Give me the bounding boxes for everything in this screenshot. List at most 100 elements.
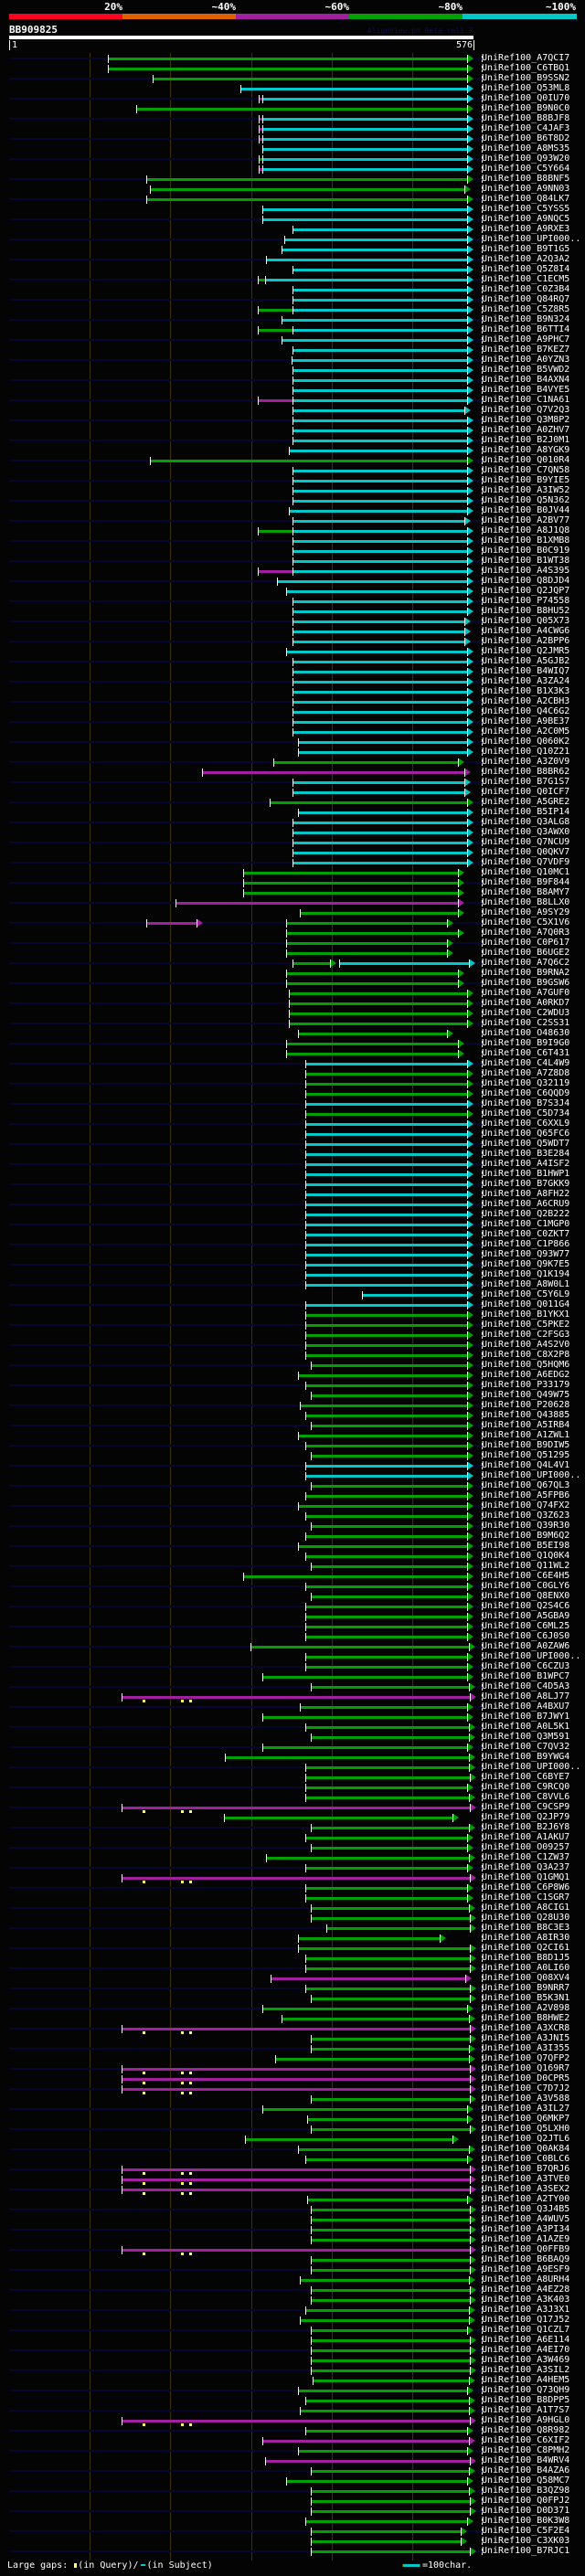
subject-label[interactable]: UniRef100_O09257 xyxy=(482,1842,570,1852)
subject-label[interactable]: UniRef100_Q84RQ7 xyxy=(482,294,570,304)
subject-label[interactable]: UniRef100_C6TBQ1 xyxy=(482,63,570,73)
subject-label[interactable]: UniRef100_B0JV44 xyxy=(482,505,570,515)
subject-label[interactable]: UniRef100_B1WPC7 xyxy=(482,1671,570,1681)
subject-label[interactable]: UniRef100_C6CZU3 xyxy=(482,1661,570,1671)
subject-label[interactable]: UniRef100_A8URH4 xyxy=(482,2274,570,2284)
subject-label[interactable]: UniRef100_C8VVL6 xyxy=(482,1792,570,1802)
subject-label[interactable]: UniRef100_D0CPR5 xyxy=(482,2073,570,2083)
subject-label[interactable]: UniRef100_A2Q3A2 xyxy=(482,254,570,264)
subject-label[interactable]: UniRef100_UPI000.. xyxy=(482,1651,581,1661)
subject-label[interactable]: UniRef100_Q1CZL7 xyxy=(482,2325,570,2335)
subject-label[interactable]: UniRef100_O48630 xyxy=(482,1028,570,1038)
subject-label[interactable]: UniRef100_A0L5K1 xyxy=(482,1722,570,1732)
subject-label[interactable]: UniRef100_Q0AK84 xyxy=(482,2144,570,2154)
subject-label[interactable]: UniRef100_A9ESF9 xyxy=(482,2264,570,2274)
subject-label[interactable]: UniRef100_UPI000.. xyxy=(482,1762,581,1772)
subject-label[interactable]: UniRef100_Q7VDF9 xyxy=(482,857,570,867)
subject-label[interactable]: UniRef100_A4EI70 xyxy=(482,2345,570,2355)
subject-label[interactable]: UniRef100_C5Z8R5 xyxy=(482,304,570,314)
subject-label[interactable]: UniRef100_B1XMB8 xyxy=(482,535,570,546)
subject-label[interactable]: UniRef100_B6BAQ9 xyxy=(482,2254,570,2264)
subject-label[interactable]: UniRef100_A9PHC7 xyxy=(482,334,570,345)
subject-label[interactable]: UniRef100_B7KEZ7 xyxy=(482,345,570,355)
subject-label[interactable]: UniRef100_B4WRV4 xyxy=(482,2455,570,2465)
subject-label[interactable]: UniRef100_B9RNA2 xyxy=(482,968,570,978)
subject-label[interactable]: UniRef100_B4WIQ7 xyxy=(482,666,570,676)
subject-label[interactable]: UniRef100_C8PMH2 xyxy=(482,2445,570,2455)
subject-label[interactable]: UniRef100_A3W469 xyxy=(482,2355,570,2365)
subject-label[interactable]: UniRef100_C6QQD9 xyxy=(482,1088,570,1098)
subject-label[interactable]: UniRef100_C5X1V6 xyxy=(482,917,570,928)
subject-label[interactable]: UniRef100_B7JWY1 xyxy=(482,1712,570,1722)
subject-label[interactable]: UniRef100_C5Y6L9 xyxy=(482,1289,570,1299)
subject-label[interactable]: UniRef100_A9SY29 xyxy=(482,907,570,917)
subject-label[interactable]: UniRef100_C6P8W6 xyxy=(482,1882,570,1892)
subject-label[interactable]: UniRef100_Q2JTL6 xyxy=(482,2134,570,2144)
subject-label[interactable]: UniRef100_A6E114 xyxy=(482,2335,570,2345)
subject-label[interactable]: UniRef100_C5Y664 xyxy=(482,164,570,174)
subject-label[interactable]: UniRef100_Q10MC1 xyxy=(482,867,570,877)
subject-label[interactable]: UniRef100_B8AMY7 xyxy=(482,887,570,897)
subject-label[interactable]: UniRef100_A2TY00 xyxy=(482,2194,570,2204)
subject-label[interactable]: UniRef100_B5IP14 xyxy=(482,807,570,817)
subject-label[interactable]: UniRef100_B8C3E3 xyxy=(482,1923,570,1933)
subject-label[interactable]: UniRef100_A4HEM5 xyxy=(482,2375,570,2385)
subject-label[interactable]: UniRef100_A3J3X1 xyxy=(482,2305,570,2315)
subject-label[interactable]: UniRef100_A0LI60 xyxy=(482,1963,570,1973)
subject-label[interactable]: UniRef100_A4ISF2 xyxy=(482,1159,570,1169)
subject-label[interactable]: UniRef100_B9M6Q2 xyxy=(482,1531,570,1541)
subject-label[interactable]: UniRef100_Q4L4V1 xyxy=(482,1460,570,1470)
subject-label[interactable]: UniRef100_B7S3J4 xyxy=(482,1098,570,1108)
subject-label[interactable]: UniRef100_A0ZAW6 xyxy=(482,1641,570,1651)
subject-label[interactable]: UniRef100_C6E4H5 xyxy=(482,1571,570,1581)
subject-label[interactable]: UniRef100_B8HWE2 xyxy=(482,2013,570,2023)
subject-label[interactable]: UniRef100_Q0IU70 xyxy=(482,93,570,103)
subject-label[interactable]: UniRef100_Q8ENX0 xyxy=(482,1591,570,1601)
subject-label[interactable]: UniRef100_A1AZE9 xyxy=(482,2234,570,2244)
subject-label[interactable]: UniRef100_A0RKD7 xyxy=(482,998,570,1008)
subject-label[interactable]: UniRef100_C2FSG3 xyxy=(482,1330,570,1340)
subject-label[interactable]: UniRef100_B6T8D2 xyxy=(482,133,570,143)
subject-label[interactable]: UniRef100_Q10Z21 xyxy=(482,747,570,757)
subject-label[interactable]: UniRef100_C7D7J2 xyxy=(482,2083,570,2094)
subject-label[interactable]: UniRef100_C1ZW37 xyxy=(482,1852,570,1862)
subject-label[interactable]: UniRef100_A8LJ77 xyxy=(482,1691,570,1701)
subject-label[interactable]: UniRef100_A3Z0V9 xyxy=(482,757,570,767)
subject-label[interactable]: UniRef100_A3ZA24 xyxy=(482,676,570,686)
subject-label[interactable]: UniRef100_C2SS31 xyxy=(482,1018,570,1028)
subject-label[interactable]: UniRef100_B9N0C0 xyxy=(482,103,570,113)
subject-label[interactable]: UniRef100_Q2JMR5 xyxy=(482,646,570,656)
subject-label[interactable]: UniRef100_Q3ALG8 xyxy=(482,817,570,827)
subject-label[interactable]: UniRef100_B9T1G5 xyxy=(482,244,570,254)
subject-label[interactable]: UniRef100_A3SEX2 xyxy=(482,2184,570,2194)
subject-label[interactable]: UniRef100_Q65FC6 xyxy=(482,1129,570,1139)
subject-label[interactable]: UniRef100_A1AKU7 xyxy=(482,1832,570,1842)
subject-label[interactable]: UniRef100_A5GRE2 xyxy=(482,797,570,807)
subject-label[interactable]: UniRef100_C2WDU3 xyxy=(482,1008,570,1018)
subject-label[interactable]: UniRef100_Q43885 xyxy=(482,1410,570,1420)
subject-label[interactable]: UniRef100_A4WUV5 xyxy=(482,2214,570,2224)
subject-label[interactable]: UniRef100_C0GLY6 xyxy=(482,1581,570,1591)
subject-label[interactable]: UniRef100_Q17J52 xyxy=(482,2315,570,2325)
subject-label[interactable]: UniRef100_A8J1Q8 xyxy=(482,525,570,535)
subject-label[interactable]: UniRef100_Q53ML8 xyxy=(482,83,570,93)
subject-label[interactable]: UniRef100_A4CWG6 xyxy=(482,626,570,636)
subject-label[interactable]: UniRef100_Q84LK7 xyxy=(482,194,570,204)
subject-label[interactable]: UniRef100_B7GKK9 xyxy=(482,1179,570,1189)
subject-label[interactable]: UniRef100_Q169R7 xyxy=(482,2063,570,2073)
subject-label[interactable]: UniRef100_Q58MC7 xyxy=(482,2475,570,2486)
subject-label[interactable]: UniRef100_A1T7S7 xyxy=(482,2405,570,2415)
subject-label[interactable]: UniRef100_A3IL27 xyxy=(482,2104,570,2114)
subject-label[interactable]: UniRef100_C0ZKT7 xyxy=(482,1229,570,1239)
subject-label[interactable]: UniRef100_Q2JP79 xyxy=(482,1812,570,1822)
subject-label[interactable]: UniRef100_B0K3W8 xyxy=(482,2516,570,2526)
subject-label[interactable]: UniRef100_C1MGP0 xyxy=(482,1219,570,1229)
subject-label[interactable]: UniRef100_C5D734 xyxy=(482,1108,570,1118)
subject-label[interactable]: UniRef100_Q8R982 xyxy=(482,2425,570,2435)
subject-label[interactable]: UniRef100_Q1K194 xyxy=(482,1269,570,1279)
subject-label[interactable]: UniRef100_B8HU52 xyxy=(482,606,570,616)
subject-label[interactable]: UniRef100_A7Q6C2 xyxy=(482,958,570,968)
subject-label[interactable]: UniRef100_B8LLX0 xyxy=(482,897,570,907)
subject-label[interactable]: UniRef100_B4VYE5 xyxy=(482,385,570,395)
subject-label[interactable]: UniRef100_A3IW52 xyxy=(482,485,570,495)
